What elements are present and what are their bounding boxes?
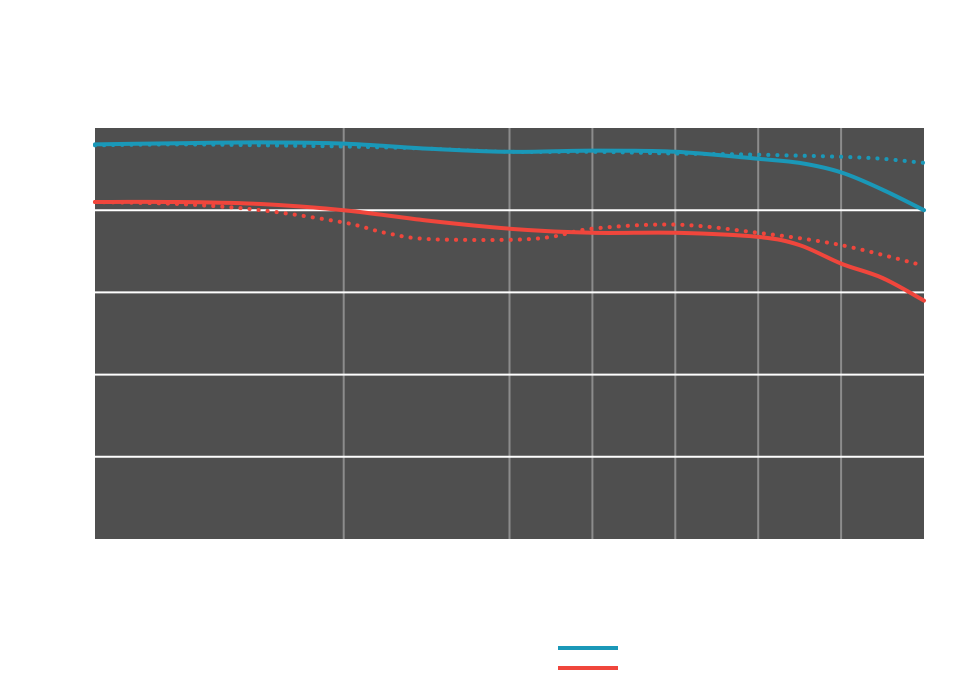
legend [558,646,618,670]
grid-layer [95,128,924,539]
series-layer [93,140,926,303]
series-line-3 [93,199,926,303]
series-line-4 [93,200,926,268]
